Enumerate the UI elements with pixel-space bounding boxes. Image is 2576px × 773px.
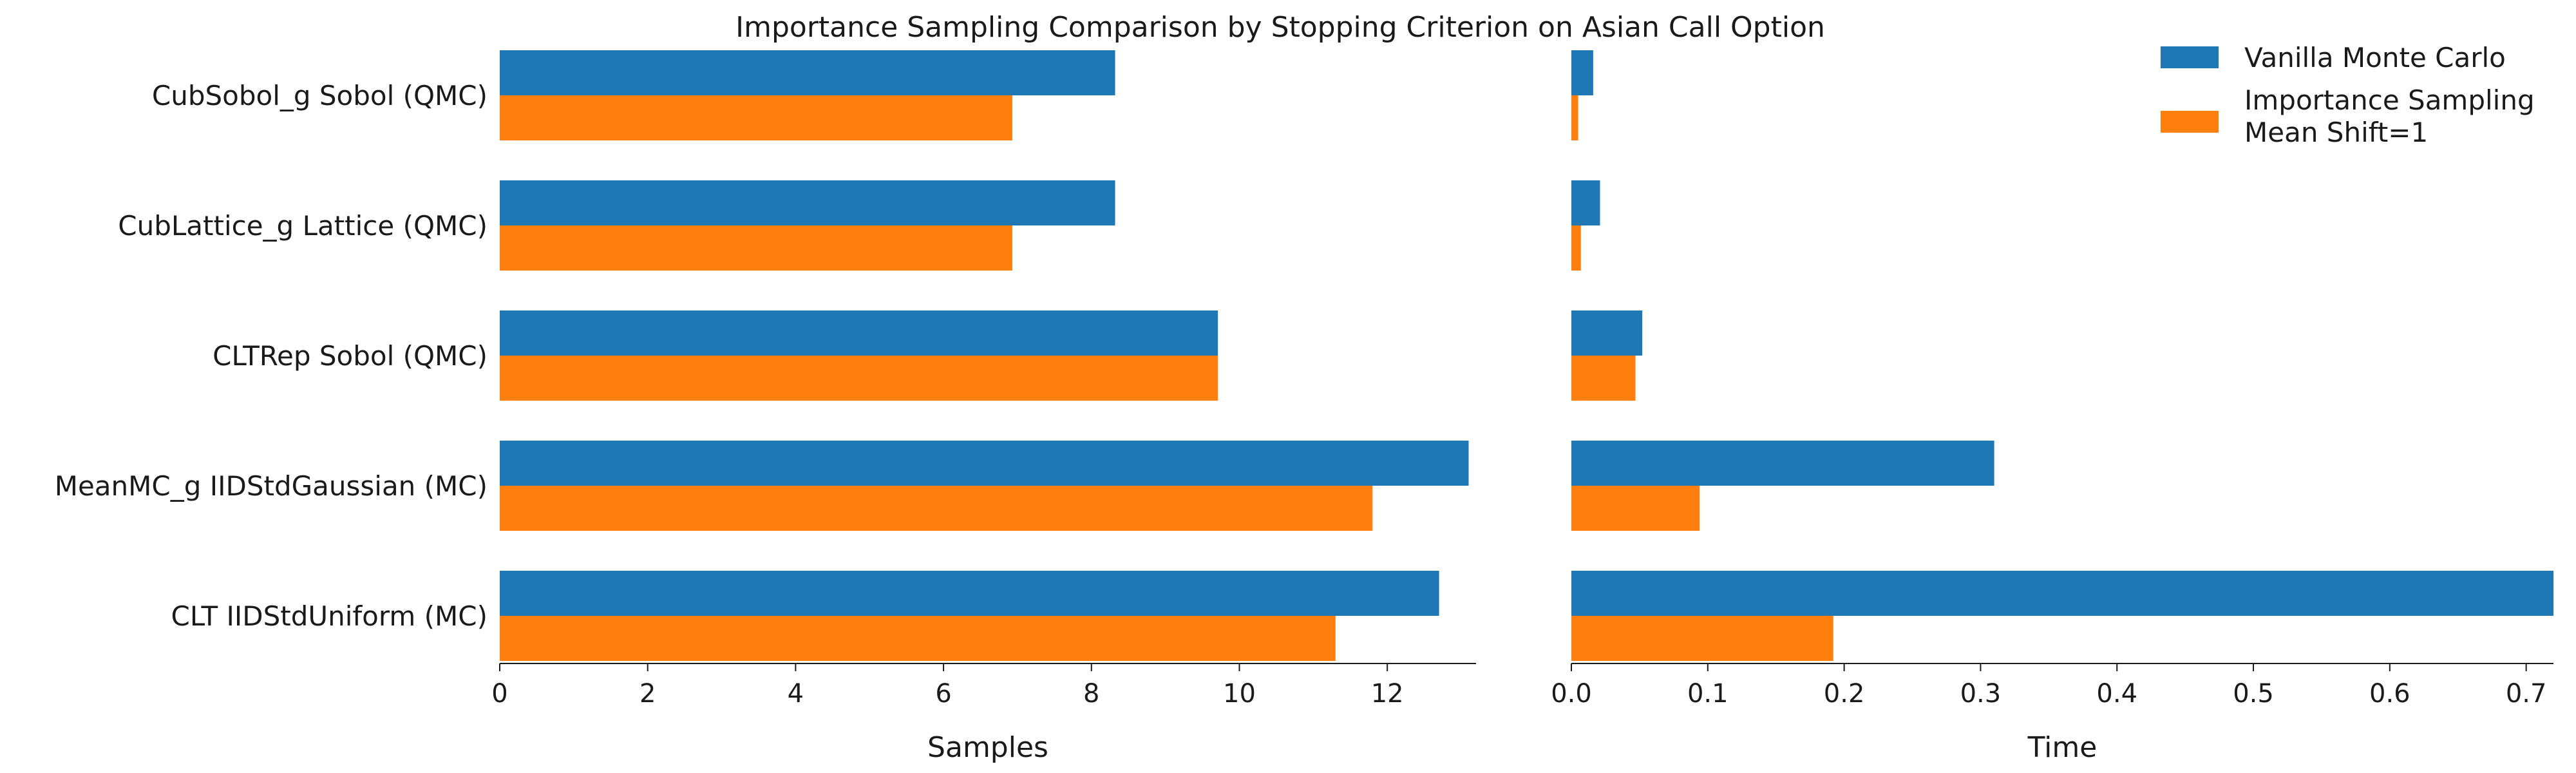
category-label: CubLattice_g Lattice (QMC) [118,210,488,242]
legend-swatch-importance [2161,111,2219,133]
time-x-tick-label: 0.2 [1824,679,1865,709]
time-x-tick-label: 0.1 [1687,679,1728,709]
samples-x-tick-label: 8 [1083,679,1099,709]
samples-bar-vanilla [500,441,1469,486]
legend-swatch-vanilla [2161,46,2219,68]
samples-bar-importance [500,225,1012,271]
samples-x-tick-label: 4 [788,679,804,709]
category-label: CubSobol_g Sobol (QMC) [152,80,488,111]
legend-label-vanilla: Vanilla Monte Carlo [2244,42,2506,73]
time-x-tick-label: 0.4 [2096,679,2137,709]
chart-title: Importance Sampling Comparison by Stoppi… [735,11,1825,44]
samples-bar-importance [500,616,1336,661]
samples-x-tick-label: 2 [639,679,656,709]
legend: Vanilla Monte Carlo Importance Sampling … [2161,42,2543,148]
time-bar-importance [1571,225,1581,271]
time-bar-importance [1571,486,1700,531]
time-bar-vanilla [1571,441,1994,486]
time-x-tick-label: 0.5 [2233,679,2274,709]
time-bar-vanilla [1571,310,1643,356]
time-bar-importance [1571,616,1833,661]
category-label: CLTRep Sobol (QMC) [213,340,488,372]
samples-x-axis-label: Samples [927,731,1048,764]
samples-bar-vanilla [500,310,1218,356]
time-bar-vanilla [1571,180,1600,225]
category-label: MeanMC_g IIDStdGaussian (MC) [55,470,488,502]
time-panel: 0.0 0.1 0.2 0.3 0.4 0.5 0.6 0.7 Time [1551,50,2553,764]
time-x-tick-label: 0.0 [1551,679,1592,709]
samples-panel: 0 2 4 6 8 10 12 Samples [491,50,1476,764]
samples-x-tick-label: 10 [1223,679,1256,709]
samples-bar-vanilla [500,571,1439,616]
samples-bar-vanilla [500,180,1115,225]
samples-x-tick-label: 6 [935,679,951,709]
category-labels: CubSobol_g Sobol (QMC) CubLattice_g Latti… [55,80,488,632]
time-x-tick-label: 0.3 [1960,679,2002,709]
time-bar-vanilla [1571,571,2553,616]
samples-x-tick-label: 0 [491,679,507,709]
samples-bar-importance [500,356,1218,401]
time-bar-importance [1571,95,1578,140]
samples-bar-importance [500,486,1373,531]
samples-x-tick-label: 12 [1371,679,1404,709]
time-bar-vanilla [1571,50,1593,95]
time-x-tick-label: 0.7 [2506,679,2547,709]
time-x-tick-label: 0.6 [2369,679,2410,709]
samples-bar-vanilla [500,50,1115,95]
time-x-axis-label: Time [2027,731,2098,764]
samples-bar-importance [500,95,1012,140]
category-label: CLT IIDStdUniform (MC) [171,600,488,632]
legend-label-importance: Importance Sampling Mean Shift=1 [2244,84,2543,148]
time-bar-importance [1571,356,1636,401]
